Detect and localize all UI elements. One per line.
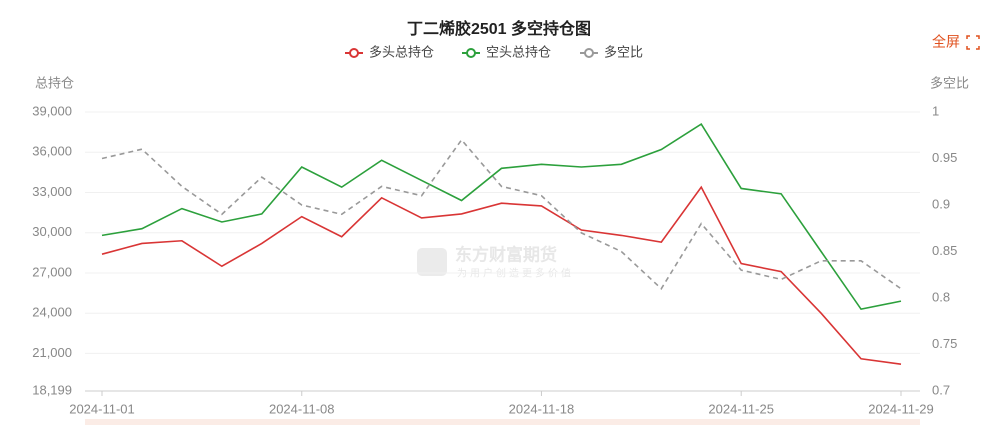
- y2-tick-label: 0.95: [932, 150, 957, 165]
- series-line: [101, 138, 902, 290]
- y-tick-label: 27,000: [32, 264, 72, 279]
- x-tick-label: 2024-11-18: [509, 401, 575, 416]
- legend-item: 多头总持仓: [345, 44, 434, 59]
- y-tick-label: 33,000: [32, 184, 72, 199]
- y2-tick-label: 0.75: [932, 336, 957, 351]
- chart-title: 丁二烯胶2501 多空持仓图: [407, 19, 591, 38]
- scroll-strip: [85, 419, 920, 425]
- legend-marker: [584, 48, 594, 58]
- y-tick-label: 39,000: [32, 103, 72, 118]
- y-tick-label: 24,000: [32, 305, 72, 320]
- x-tick-label: 2024-11-25: [708, 401, 774, 416]
- fullscreen-icon[interactable]: [966, 35, 980, 50]
- y-tick-label: 36,000: [32, 144, 72, 159]
- fullscreen-button[interactable]: 全屏: [932, 34, 980, 50]
- x-tick-label: 2024-11-29: [868, 401, 934, 416]
- y2-tick-label: 0.9: [932, 196, 950, 211]
- y2-axis-label: 多空比: [930, 75, 969, 90]
- y2-tick-label: 1: [932, 103, 939, 118]
- watermark: 东方财富期货 为用户创造更多价值: [417, 244, 571, 280]
- y2-tick-label: 0.8: [932, 289, 950, 304]
- series-line: [101, 185, 902, 365]
- fullscreen-label[interactable]: 全屏: [932, 34, 960, 50]
- y2-tick-label: 0.7: [932, 382, 950, 397]
- watermark-logo: [417, 248, 447, 276]
- y-tick-label: 30,000: [32, 224, 72, 239]
- legend-label: 多头总持仓: [369, 44, 434, 59]
- x-tick-label: 2024-11-08: [269, 401, 335, 416]
- y2-tick-label: 0.85: [932, 243, 957, 258]
- legend-item: 多空比: [580, 44, 643, 59]
- series-line: [101, 122, 902, 311]
- x-tick-label: 2024-11-01: [69, 401, 135, 416]
- legend-label: 空头总持仓: [486, 44, 551, 59]
- watermark-brand: 东方财富期货: [455, 244, 557, 264]
- y-tick-label: 18,199: [32, 382, 72, 397]
- legend-label: 多空比: [604, 44, 643, 59]
- legend-marker: [466, 48, 476, 58]
- legend-item: 空头总持仓: [462, 44, 551, 59]
- y-tick-label: 21,000: [32, 345, 72, 360]
- y-axis-label: 总持仓: [35, 75, 74, 90]
- legend-marker: [349, 48, 359, 58]
